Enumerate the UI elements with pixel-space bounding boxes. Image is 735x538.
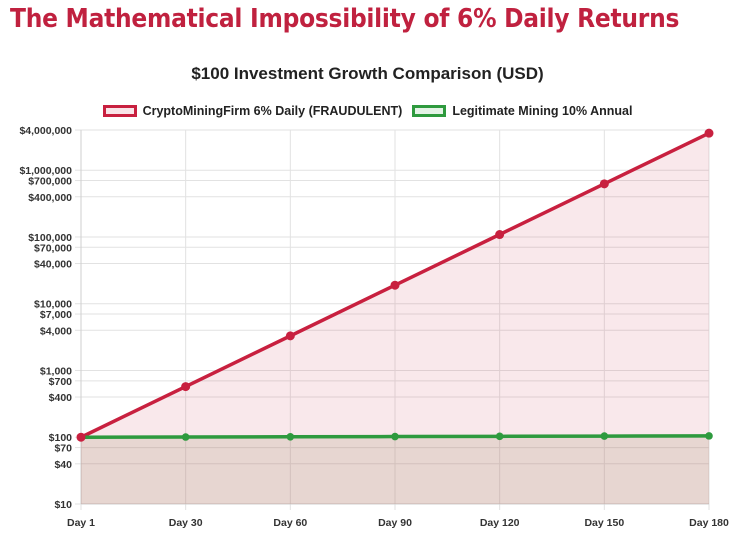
data-point-fraudulent[interactable] bbox=[76, 432, 86, 442]
area-fraudulent bbox=[81, 133, 709, 504]
chart-lines bbox=[76, 128, 714, 442]
y-tick-label: $1,000 bbox=[40, 365, 72, 377]
x-axis: Day 1 Day 30 Day 60 Day 90 Day 120 Day 150 Day… bbox=[67, 517, 729, 529]
x-tick-label: Day 180 bbox=[689, 517, 729, 529]
chart-areas bbox=[81, 133, 709, 504]
y-tick-label: $1,000,000 bbox=[19, 165, 72, 177]
data-point-legitimate[interactable] bbox=[495, 432, 504, 441]
x-tick-label: Day 120 bbox=[480, 517, 520, 529]
data-point-legitimate[interactable] bbox=[705, 432, 713, 440]
legend-swatch-fraudulent bbox=[102, 105, 137, 117]
area-legitimate bbox=[81, 435, 709, 504]
x-tick-label: Day 90 bbox=[378, 517, 412, 529]
y-tick-label: $10 bbox=[54, 499, 72, 511]
chart-title: $100 Investment Growth Comparison (USD) bbox=[191, 64, 544, 83]
y-tick-label: $400,000 bbox=[28, 192, 72, 204]
y-tick-label: $40 bbox=[54, 459, 72, 471]
x-tick-label: Day 150 bbox=[584, 517, 624, 529]
legend-label-fraudulent: CryptoMiningFirm 6% Daily (FRAUDULENT) bbox=[142, 104, 403, 118]
data-point-legitimate[interactable] bbox=[391, 432, 399, 441]
y-tick-label: $40,000 bbox=[34, 259, 72, 271]
data-point-fraudulent[interactable] bbox=[390, 280, 400, 290]
data-point-legitimate[interactable] bbox=[600, 432, 609, 440]
x-tick-label: Day 30 bbox=[169, 517, 203, 529]
y-tick-label: $4,000 bbox=[40, 325, 72, 337]
y-tick-label: $700 bbox=[49, 376, 73, 388]
y-tick-label: $700,000 bbox=[28, 176, 72, 188]
y-tick-label: $100 bbox=[49, 432, 73, 444]
data-point-fraudulent[interactable] bbox=[495, 230, 505, 240]
data-point-legitimate[interactable] bbox=[181, 433, 190, 441]
legend-item-fraudulent[interactable]: CryptoMiningFirm 6% Daily (FRAUDULENT) bbox=[102, 104, 403, 118]
legend-swatch-legitimate bbox=[412, 105, 447, 117]
y-tick-label: $7,000 bbox=[40, 309, 72, 321]
y-tick-label: $100,000 bbox=[28, 232, 72, 244]
y-tick-label: $4,000,000 bbox=[19, 125, 72, 137]
data-point-fraudulent[interactable] bbox=[704, 128, 714, 138]
y-tick-label: $10,000 bbox=[34, 299, 72, 311]
chart-legend: CryptoMiningFirm 6% Daily (FRAUDULENT) L… bbox=[0, 104, 735, 118]
data-point-fraudulent[interactable] bbox=[181, 382, 191, 392]
data-point-legitimate[interactable] bbox=[286, 432, 295, 441]
y-axis: $4,000,000 $1,000,000$700,000 $400,000 $100… bbox=[19, 125, 72, 511]
legend-label-legitimate: Legitimate Mining 10% Annual bbox=[452, 104, 633, 118]
data-point-fraudulent[interactable] bbox=[599, 179, 609, 189]
x-tick-label: Day 1 bbox=[67, 517, 95, 529]
page-title: The Mathematical Impossibility of 6% Dai… bbox=[10, 4, 680, 34]
y-tick-label: $70 bbox=[54, 443, 72, 455]
y-tick-label: $400 bbox=[49, 392, 73, 404]
legend-item-legitimate[interactable]: Legitimate Mining 10% Annual bbox=[412, 104, 632, 118]
x-tick-label: Day 60 bbox=[273, 517, 307, 529]
data-point-fraudulent[interactable] bbox=[285, 331, 295, 341]
y-tick-label: $70,000 bbox=[34, 242, 72, 254]
